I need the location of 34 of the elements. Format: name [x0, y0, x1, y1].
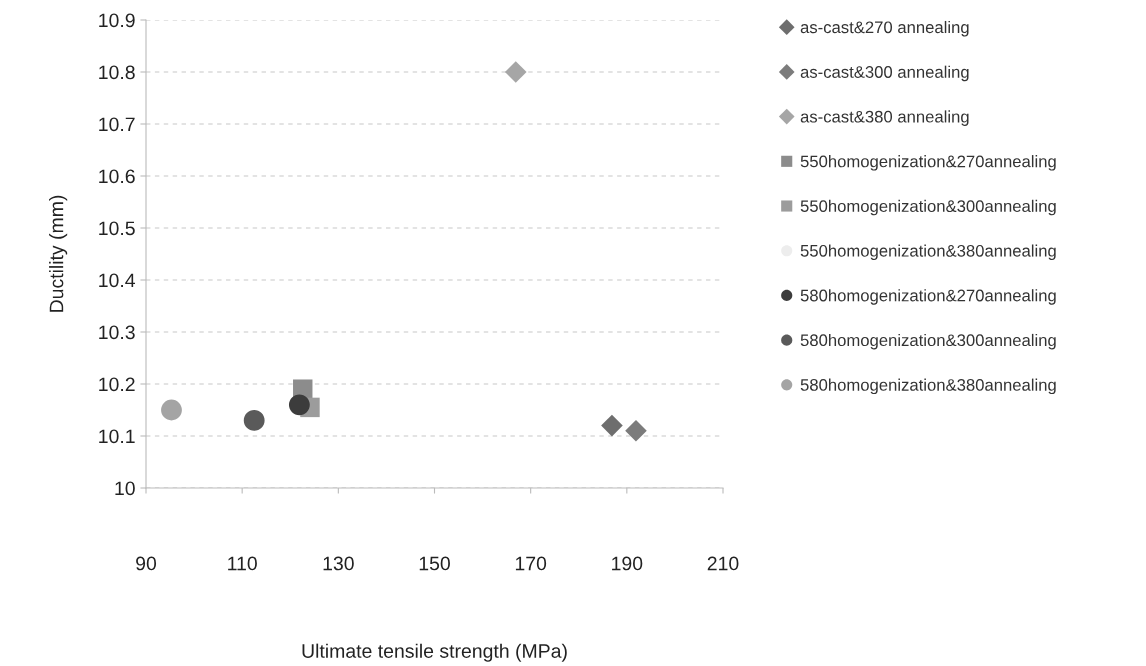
x-axis-title: Ultimate tensile strength (MPa): [302, 643, 567, 662]
x-tick-label: 110: [228, 556, 257, 571]
point: [243, 409, 265, 431]
legend-label: 550homogenization&270annealing: [800, 155, 1056, 171]
x-tick-label: 150: [419, 556, 450, 571]
y-tick-label: 10: [115, 481, 135, 496]
y-tick-label: 10.3: [99, 325, 135, 340]
point: [161, 399, 182, 421]
x-tick-label: 190: [612, 556, 643, 571]
y-tick-label: 10.7: [99, 117, 135, 132]
y-tick-label: 10.6: [99, 169, 135, 184]
point: [288, 394, 310, 416]
y-tick-label: 10.1: [99, 429, 135, 444]
x-tick-label: 210: [707, 556, 739, 571]
y-tick-label: 10.2: [99, 377, 135, 392]
y-tick-label: 10.9: [99, 13, 135, 28]
x-tick-label: 90: [136, 556, 157, 571]
x-tick-label: 170: [515, 556, 547, 571]
y-axis-title: Ductility (mm): [49, 195, 68, 312]
legend-label: as-cast&270 annealing: [800, 20, 969, 37]
y-tick-label: 10.8: [99, 65, 135, 80]
legend-label: 580homogenization&380annealing: [800, 378, 1056, 395]
legend-label: 580homogenization&270annealing: [800, 289, 1056, 305]
legend-label: 550homogenization&300annealing: [800, 199, 1056, 216]
x-tick-label: 130: [323, 556, 354, 571]
y-tick-label: 10.4: [99, 273, 136, 288]
point: [601, 414, 623, 437]
legend-label: as-cast&300 annealing: [800, 65, 969, 82]
point: [625, 420, 647, 442]
point: [504, 61, 527, 83]
legend-label: 550homogenization&380annealing: [800, 244, 1056, 261]
legend-label: 580homogenization&300annealing: [800, 333, 1056, 350]
legend-label: as-cast&380 annealing: [800, 110, 969, 126]
y-tick-label: 10.5: [99, 221, 135, 236]
